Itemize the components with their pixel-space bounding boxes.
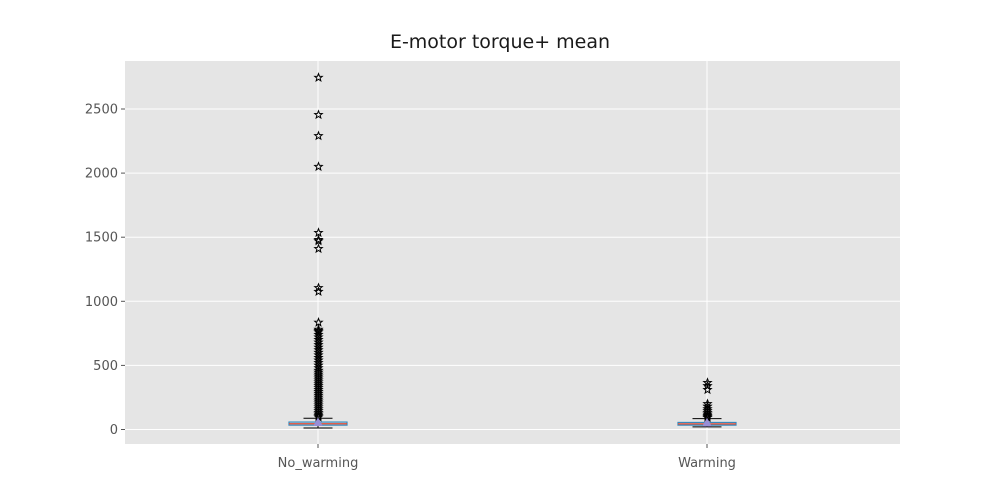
flier-point xyxy=(313,235,324,246)
mean-marker xyxy=(702,417,712,427)
flier-point xyxy=(313,286,324,297)
flier-point xyxy=(313,161,324,172)
plot-area xyxy=(125,61,900,444)
flier-point xyxy=(702,411,713,422)
flier-point xyxy=(313,130,324,141)
y-tick-label: 2500 xyxy=(85,103,118,118)
flier-point xyxy=(313,408,324,419)
flier-point xyxy=(313,282,324,293)
flier-point xyxy=(313,243,324,254)
chart-title: E-motor torque+ mean xyxy=(389,31,611,53)
y-tick-label: 500 xyxy=(93,359,118,374)
flier-point xyxy=(313,234,324,245)
y-tick-label: 1000 xyxy=(85,295,118,310)
y-tick-label: 1500 xyxy=(85,231,118,246)
x-tick-label: No_warming xyxy=(278,456,359,471)
flier-point xyxy=(313,109,324,120)
flier-point xyxy=(702,408,713,419)
flier-point xyxy=(702,384,713,395)
flier-point xyxy=(313,72,324,82)
mean-marker xyxy=(313,417,323,426)
flier-point xyxy=(313,410,324,421)
x-tick-label: Warming xyxy=(678,456,736,471)
y-tick-label: 0 xyxy=(110,423,118,438)
flier-point xyxy=(702,410,713,421)
y-tick-label: 2000 xyxy=(85,167,118,182)
flier-point xyxy=(702,380,713,391)
